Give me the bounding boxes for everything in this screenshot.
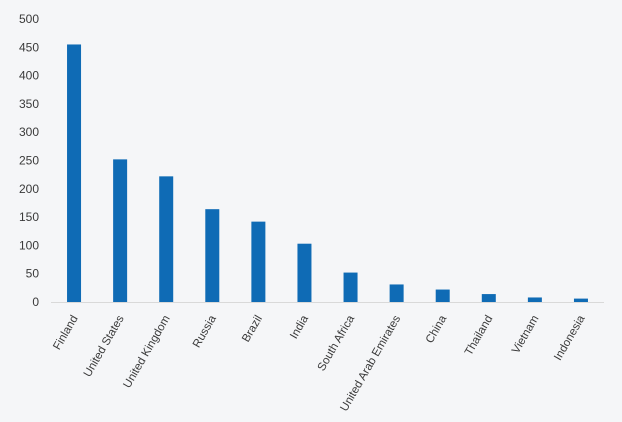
y-tick-label: 0: [32, 295, 39, 309]
y-tick-label: 200: [19, 182, 39, 196]
y-tick-label: 250: [19, 154, 39, 168]
y-tick-label: 350: [19, 97, 39, 111]
bar-united-arab-emirates: [389, 284, 404, 302]
y-tick-label: 300: [19, 125, 39, 139]
x-tick-label: China: [424, 313, 450, 346]
x-tick-label: Vietnam: [510, 314, 541, 356]
y-tick-label: 400: [19, 69, 39, 83]
y-tick-label: 150: [19, 210, 39, 224]
bar-russia: [205, 209, 220, 302]
bar-thailand: [481, 294, 496, 302]
bar-united-kingdom: [159, 176, 174, 302]
bar-vietnam: [527, 297, 542, 302]
x-tick-label: South Africa: [316, 313, 358, 373]
bar-finland: [67, 44, 82, 302]
x-tick-label: Indonesia: [552, 313, 588, 363]
y-tick-label: 100: [19, 238, 39, 252]
x-tick-label: Finland: [51, 314, 80, 353]
bar-indonesia: [573, 298, 588, 302]
x-tick-label: Brazil: [240, 314, 265, 345]
bar-brazil: [251, 221, 266, 302]
x-tick-label: United States: [82, 313, 127, 379]
y-tick-label: 450: [19, 40, 39, 54]
y-tick-label: 500: [19, 12, 39, 26]
x-tick-label: Russia: [191, 313, 219, 350]
y-tick-label: 50: [26, 267, 40, 281]
bar-united-states: [113, 159, 128, 302]
bar-south-africa: [343, 272, 358, 302]
x-tick-label: India: [288, 313, 311, 341]
bar-china: [435, 289, 450, 302]
bar-india: [297, 243, 312, 302]
x-tick-label: Thailand: [463, 313, 495, 357]
x-tick-label: United Kingdom: [122, 314, 173, 391]
